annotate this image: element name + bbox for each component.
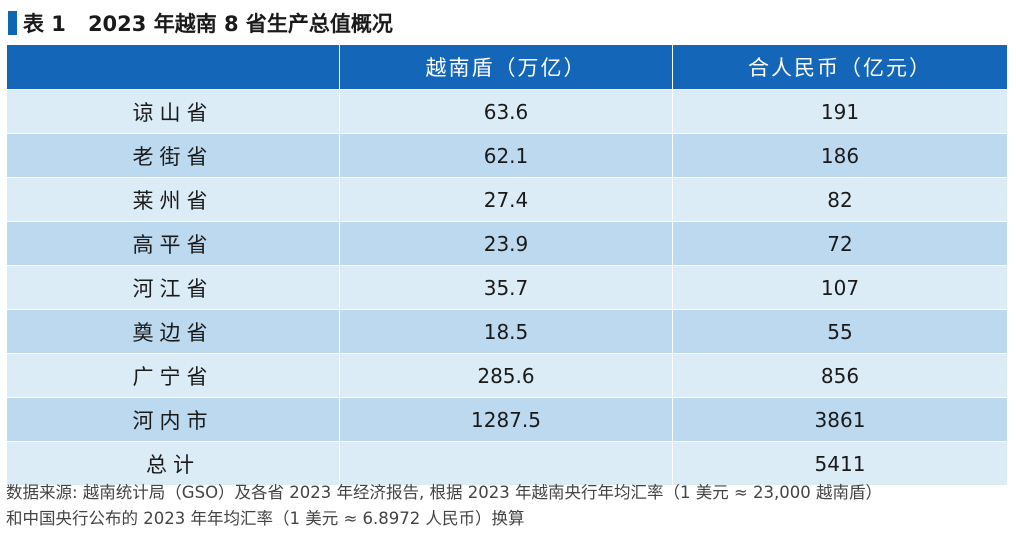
header-province: [6, 45, 340, 90]
province-cell: 河江省: [6, 265, 340, 310]
table-title: 表 1 2023 年越南 8 省生产总值概况: [8, 6, 393, 40]
province-cell: 高平省: [6, 221, 340, 266]
vnd-cell: 18.5: [339, 309, 673, 354]
table-number: 表 1: [23, 12, 66, 36]
header-vnd: 越南盾（万亿）: [339, 45, 673, 90]
vnd-cell: 285.6: [339, 353, 673, 398]
cny-cell: 107: [672, 265, 1008, 310]
table-row: 广宁省 285.6 856: [6, 353, 1008, 398]
cny-cell: 72: [672, 221, 1008, 266]
vnd-cell: 1287.5: [339, 397, 673, 442]
table-row: 高平省 23.9 72: [6, 221, 1008, 266]
province-cell: 老街省: [6, 133, 340, 178]
cny-cell: 3861: [672, 397, 1008, 442]
table-row: 老街省 62.1 186: [6, 133, 1008, 178]
table-caption: 2023 年越南 8 省生产总值概况: [87, 12, 393, 36]
cny-cell: 82: [672, 177, 1008, 222]
vnd-cell: 62.1: [339, 133, 673, 178]
province-cell: 莱州省: [6, 177, 340, 222]
province-cell: 奠边省: [6, 309, 340, 354]
header-cny: 合人民币（亿元）: [672, 45, 1008, 90]
vnd-cell: 63.6: [339, 89, 673, 134]
vnd-cell: 23.9: [339, 221, 673, 266]
cny-cell: 55: [672, 309, 1008, 354]
cny-cell: 191: [672, 89, 1008, 134]
table-row: 河江省 35.7 107: [6, 265, 1008, 310]
cny-cell: 856: [672, 353, 1008, 398]
vnd-cell: 35.7: [339, 265, 673, 310]
total-row: 总计 5411: [6, 441, 1008, 486]
vnd-cell: 27.4: [339, 177, 673, 222]
table-row: 谅山省 63.6 191: [6, 89, 1008, 134]
table-header-row: 越南盾（万亿） 合人民币（亿元）: [6, 45, 1008, 90]
table-row: 河内市 1287.5 3861: [6, 397, 1008, 442]
total-vnd-cell: [339, 441, 673, 486]
source-footnote: 数据来源: 越南统计局（GSO）及各省 2023 年经济报告, 根据 2023 …: [6, 480, 1012, 532]
title-accent-bar: [8, 11, 17, 35]
cny-cell: 186: [672, 133, 1008, 178]
total-cny-cell: 5411: [672, 441, 1008, 486]
total-label-cell: 总计: [6, 441, 340, 486]
gdp-table: 越南盾（万亿） 合人民币（亿元） 谅山省 63.6 191 老街省 62.1 1…: [6, 45, 1008, 486]
province-cell: 广宁省: [6, 353, 340, 398]
province-cell: 河内市: [6, 397, 340, 442]
province-cell: 谅山省: [6, 89, 340, 134]
table-row: 奠边省 18.5 55: [6, 309, 1008, 354]
table-row: 莱州省 27.4 82: [6, 177, 1008, 222]
footnote-line-2: 和中国央行公布的 2023 年年均汇率（1 美元 ≈ 6.8972 人民币）换算: [6, 509, 525, 528]
footnote-line-1: 数据来源: 越南统计局（GSO）及各省 2023 年经济报告, 根据 2023 …: [6, 483, 883, 502]
